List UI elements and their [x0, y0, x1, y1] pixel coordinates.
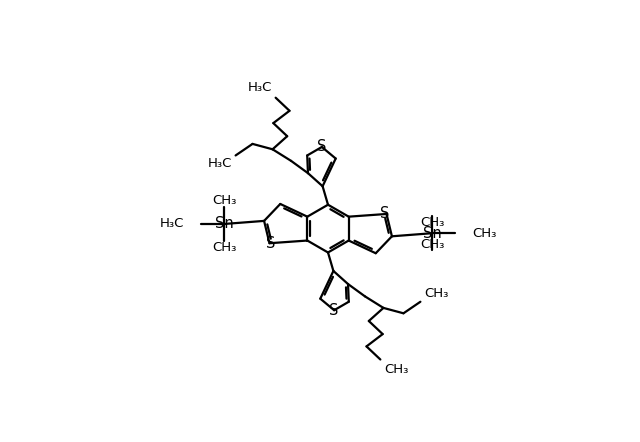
Text: S: S	[330, 303, 339, 318]
Text: CH₃: CH₃	[212, 194, 236, 207]
Text: CH₃: CH₃	[420, 216, 444, 229]
Text: CH₃: CH₃	[420, 237, 444, 251]
Text: CH₃: CH₃	[212, 240, 236, 254]
Text: S: S	[380, 206, 390, 221]
Text: H₃C: H₃C	[159, 217, 184, 230]
Text: H₃C: H₃C	[207, 157, 232, 170]
Text: S: S	[317, 140, 326, 155]
Text: H₃C: H₃C	[248, 81, 272, 94]
Text: S: S	[266, 236, 276, 251]
Text: Sn: Sn	[214, 217, 234, 232]
Text: CH₃: CH₃	[472, 227, 497, 240]
Text: CH₃: CH₃	[384, 363, 408, 376]
Text: CH₃: CH₃	[424, 287, 449, 300]
Text: Sn: Sn	[422, 226, 442, 241]
